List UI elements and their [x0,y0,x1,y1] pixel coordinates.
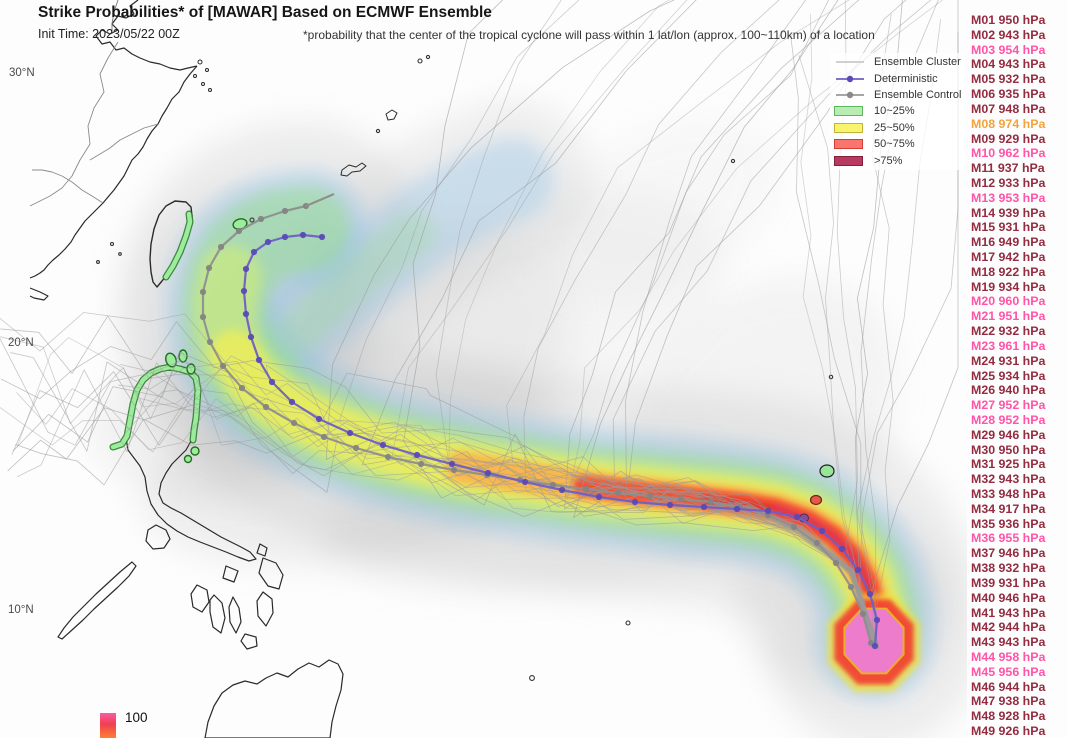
member-row[interactable]: M18 922 hPa [971,264,1046,279]
line-sample-icon [836,61,864,64]
member-row[interactable]: M21 951 hPa [971,309,1046,324]
member-row[interactable]: M12 933 hPa [971,175,1046,190]
member-row[interactable]: M11 937 hPa [971,161,1045,176]
member-row[interactable]: M26 940 hPa [971,383,1046,398]
member-row[interactable]: M05 932 hPa [971,72,1046,87]
member-row[interactable]: M46 944 hPa [971,679,1046,694]
colorbar-max-label: 100 [125,710,148,725]
member-row[interactable]: M35 936 hPa [971,516,1046,531]
member-row[interactable]: M49 926 hPa [971,724,1046,738]
member-row[interactable]: M24 931 hPa [971,353,1046,368]
member-row[interactable]: M41 943 hPa [971,605,1046,620]
legend: Ensemble Cluster Deterministic Ensemble Co… [830,53,966,170]
member-row[interactable]: M01 950 hPa [971,13,1046,27]
member-row[interactable]: M48 928 hPa [971,709,1046,724]
legend-label: >75% [874,154,903,167]
probability-footnote: *probability that the center of the trop… [303,28,875,42]
member-row[interactable]: M42 944 hPa [971,620,1046,635]
member-row[interactable]: M32 943 hPa [971,472,1046,487]
page-title: Strike Probabilities* of [MAWAR] Based o… [38,4,492,21]
member-row[interactable]: M37 946 hPa [971,546,1046,561]
legend-label: 25~50% [874,121,915,134]
lat-label: 30°N [9,67,35,79]
member-row[interactable]: M06 935 hPa [971,87,1046,102]
member-row[interactable]: M17 942 hPa [971,250,1046,264]
member-row[interactable]: M08 974 hPa [971,116,1046,131]
legend-label: Ensemble Cluster [874,56,961,69]
member-row[interactable]: M20 960 hPa [971,294,1046,309]
legend-line-item: Ensemble Cluster [834,54,961,70]
member-row[interactable]: M28 952 hPa [971,412,1046,427]
member-row[interactable]: M22 932 hPa [971,324,1046,339]
member-row[interactable]: M13 953 hPa [971,190,1046,205]
member-row[interactable]: M15 931 hPa [971,220,1046,235]
strike-probability-map [0,0,967,738]
legend-label: 50~75% [874,138,915,151]
member-row[interactable]: M04 943 hPa [971,57,1046,72]
probability-swatch-icon [834,122,863,133]
legend-label: Ensemble Control [874,88,962,101]
lat-label: 10°N [8,604,34,616]
init-time-label: Init Time: 2023/05/22 00Z [38,27,180,41]
member-row[interactable]: M02 943 hPa [971,27,1046,42]
member-row[interactable]: M44 958 hPa [971,649,1046,664]
member-row[interactable]: M07 948 hPa [971,101,1046,116]
legend-bin-item: 25~50% [834,120,961,136]
legend-line-item: Ensemble Control [834,87,961,103]
member-row[interactable]: M45 956 hPa [971,664,1046,679]
member-row[interactable]: M39 931 hPa [971,575,1046,590]
dotted-line-sample-icon [836,75,864,82]
member-row[interactable]: M29 946 hPa [971,427,1046,442]
member-row[interactable]: M14 939 hPa [971,205,1046,220]
member-row[interactable]: M30 950 hPa [971,442,1046,457]
legend-bin-item: >75% [834,152,961,168]
member-row[interactable]: M10 962 hPa [971,146,1046,161]
lat-label: 20°N [8,337,34,349]
legend-line-item: Deterministic [834,70,961,86]
member-row[interactable]: M33 948 hPa [971,487,1046,501]
member-row[interactable]: M40 946 hPa [971,590,1046,605]
probability-swatch-icon [834,155,863,166]
member-row[interactable]: M38 932 hPa [971,561,1046,576]
member-row[interactable]: M16 949 hPa [971,235,1046,250]
probability-swatch-icon [834,139,863,150]
member-row[interactable]: M34 917 hPa [971,501,1046,516]
member-row[interactable]: M43 943 hPa [971,635,1046,650]
ensemble-member-list: M01 950 hPa M02 943 hPa M03 954 hPa M04 943… [971,13,1045,738]
legend-bin-item: 50~75% [834,136,961,152]
member-row[interactable]: M36 955 hPa [971,531,1046,546]
legend-label: 10~25% [874,105,915,118]
member-row[interactable]: M09 929 hPa [971,131,1046,146]
member-row[interactable]: M23 961 hPa [971,338,1046,353]
dotted-line-sample-icon [836,91,864,99]
member-row[interactable]: M19 934 hPa [971,279,1046,294]
member-row[interactable]: M31 925 hPa [971,457,1046,472]
legend-label: Deterministic [874,72,938,85]
member-row[interactable]: M03 954 hPa [971,42,1046,57]
probability-swatch-icon [834,106,863,117]
member-row[interactable]: M27 952 hPa [971,398,1046,413]
member-row[interactable]: M47 938 hPa [971,694,1046,709]
legend-bin-item: 10~25% [834,103,961,119]
member-row[interactable]: M25 934 hPa [971,368,1046,383]
